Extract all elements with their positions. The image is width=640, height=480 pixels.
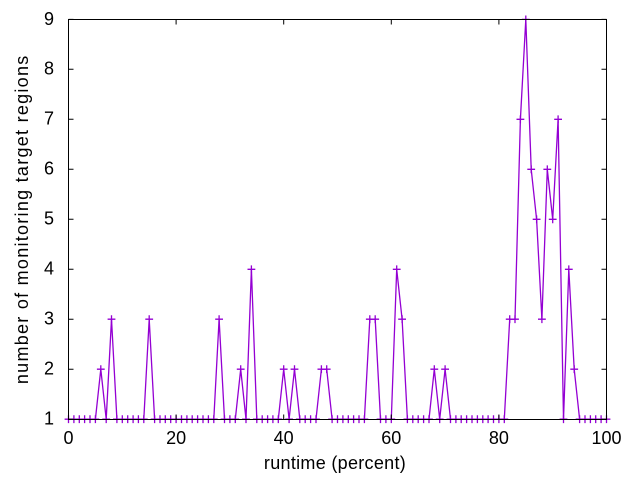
svg-text:0: 0 [63,428,73,448]
svg-text:40: 40 [274,428,294,448]
svg-text:3: 3 [44,309,54,329]
svg-text:4: 4 [44,259,54,279]
svg-text:number of monitoring target re: number of monitoring target regions [12,54,32,384]
svg-text:7: 7 [44,109,54,129]
svg-text:runtime (percent): runtime (percent) [264,453,406,473]
svg-text:60: 60 [381,428,401,448]
svg-text:80: 80 [489,428,509,448]
svg-text:8: 8 [44,59,54,79]
svg-text:5: 5 [44,209,54,229]
svg-text:2: 2 [44,359,54,379]
svg-text:100: 100 [591,428,621,448]
svg-text:20: 20 [166,428,186,448]
svg-text:6: 6 [44,159,54,179]
svg-text:1: 1 [44,409,54,429]
svg-text:9: 9 [44,9,54,29]
